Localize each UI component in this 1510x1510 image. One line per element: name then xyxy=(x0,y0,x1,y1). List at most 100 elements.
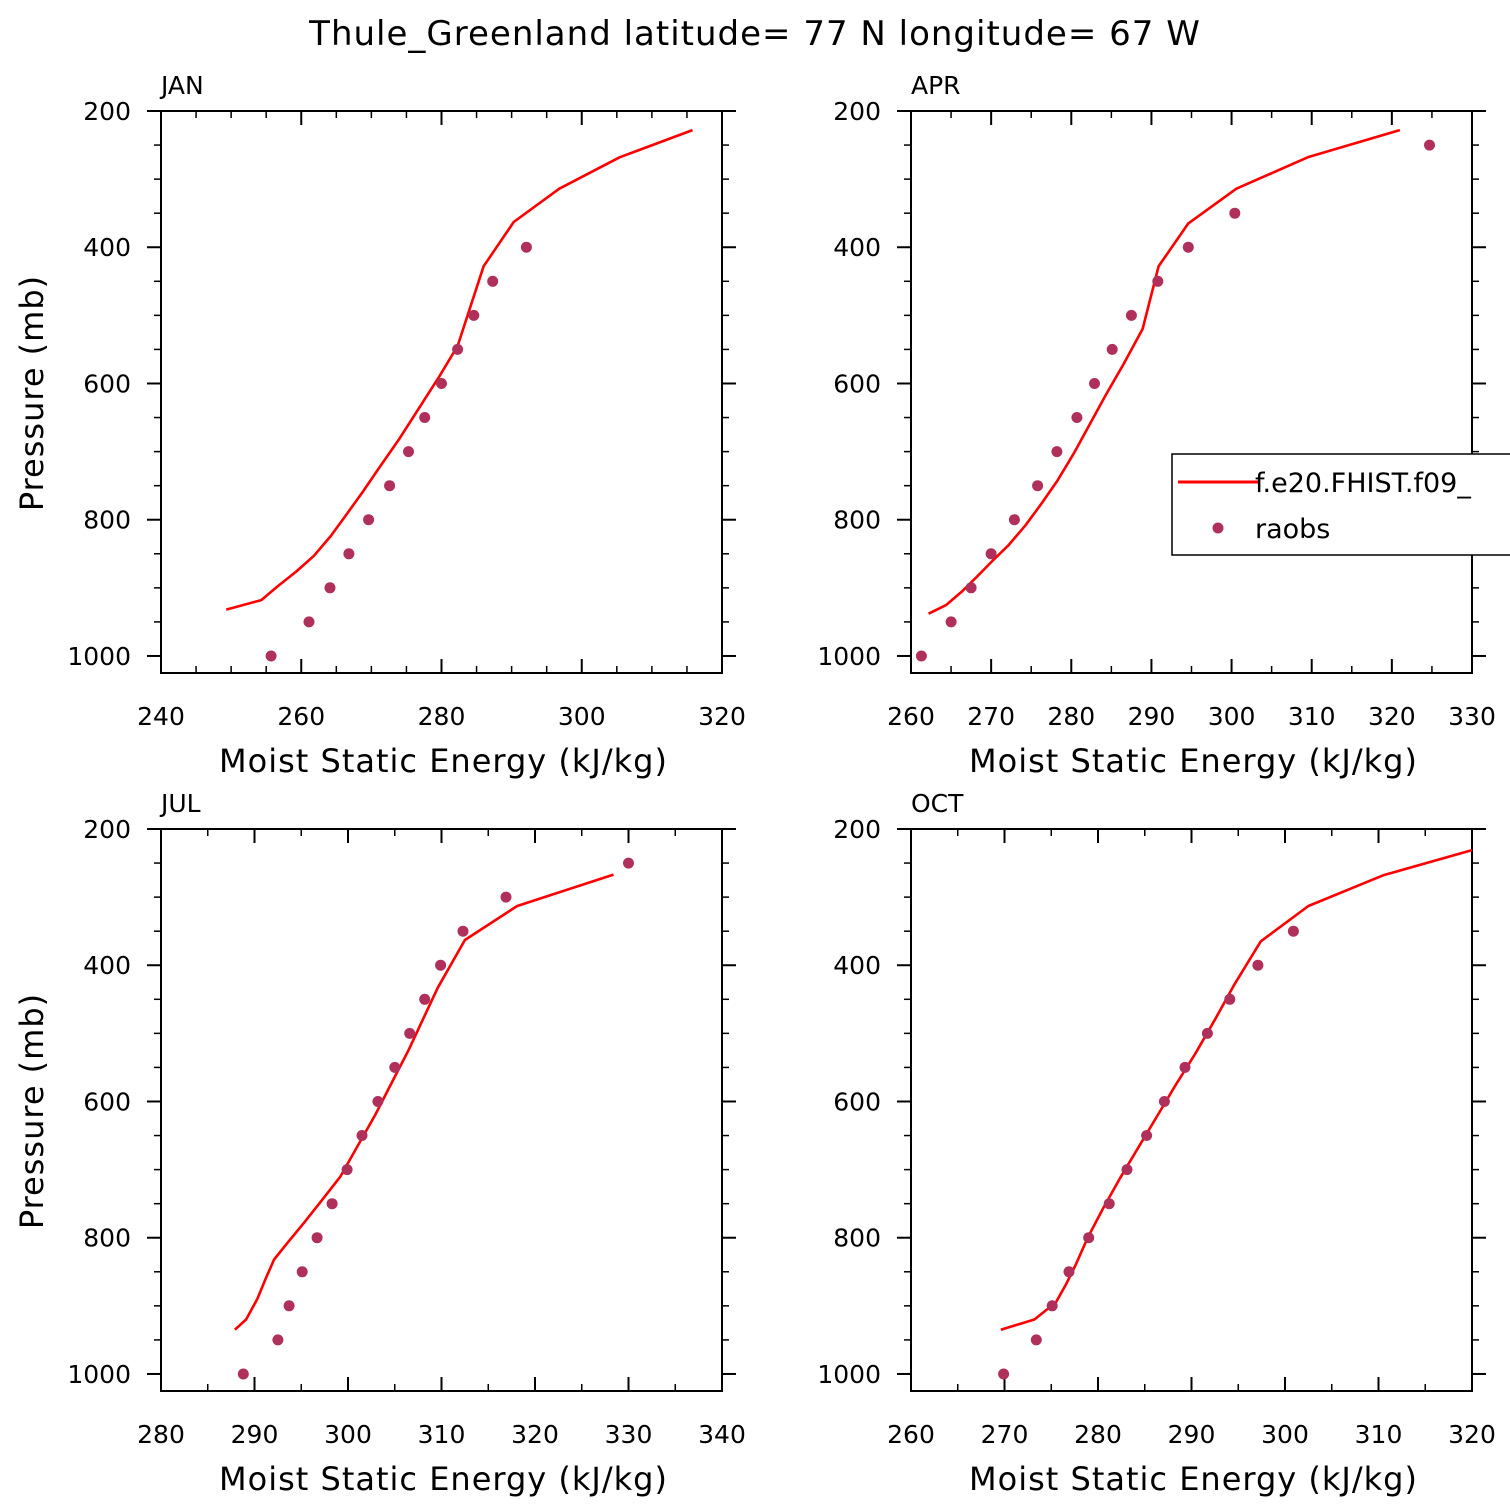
main-title: Thule_Greenland latitude= 77 N longitude… xyxy=(308,14,1201,54)
x-tick-label: 320 xyxy=(698,702,746,731)
x-tick-label: 240 xyxy=(137,702,185,731)
x-tick-label: 280 xyxy=(418,702,466,731)
model-profile-line xyxy=(928,128,1401,615)
panel-title: JAN xyxy=(159,71,204,100)
x-tick-label: 260 xyxy=(887,1420,935,1449)
model-profile-line xyxy=(225,128,693,611)
raobs-point xyxy=(435,959,447,971)
panel-title: JUL xyxy=(159,789,201,818)
raobs-point xyxy=(326,1198,338,1210)
raobs-point xyxy=(457,925,469,937)
y-tick-label: 1000 xyxy=(817,1360,881,1389)
raobs-point xyxy=(1008,514,1020,526)
y-tick-label: 600 xyxy=(83,369,131,398)
x-axis-title: Moist Static Energy (kJ/kg) xyxy=(219,1460,668,1498)
raobs-point xyxy=(283,1300,295,1312)
raobs-point xyxy=(1158,1096,1170,1107)
raobs-point xyxy=(1287,925,1299,937)
y-tick-label: 1000 xyxy=(67,642,131,671)
y-tick-label: 1000 xyxy=(67,1360,131,1389)
raobs-point xyxy=(1103,1198,1115,1210)
plot-frame xyxy=(160,110,723,674)
x-tick-label: 280 xyxy=(137,1420,185,1449)
panel-title: APR xyxy=(911,71,961,100)
model-profile-line xyxy=(1000,848,1473,1331)
raobs-point xyxy=(1071,412,1083,423)
plot-frame xyxy=(910,828,1473,1392)
panel-oct: 260 270 280 290 300 310 320 200 400 600 800 1000 OCT… xyxy=(817,789,1495,1498)
raobs-point xyxy=(419,993,431,1005)
raobs-point xyxy=(1179,1061,1191,1073)
raobs-point xyxy=(1030,1334,1042,1346)
x-axis-title: Moist Static Energy (kJ/kg) xyxy=(969,1460,1418,1498)
x-axis-title: Moist Static Energy (kJ/kg) xyxy=(969,742,1418,780)
raobs-point xyxy=(1224,993,1236,1005)
raobs-point xyxy=(1125,309,1137,321)
y-axis-title: Pressure (mb) xyxy=(13,275,51,511)
raobs-point xyxy=(1051,446,1063,458)
raobs-point xyxy=(237,1368,249,1380)
plot-frame xyxy=(910,110,1473,674)
raobs-point xyxy=(341,1164,353,1176)
raobs-point xyxy=(403,446,414,458)
raobs-point xyxy=(1201,1027,1213,1039)
raobs-point xyxy=(1063,1266,1075,1278)
x-tick-label: 290 xyxy=(231,1420,279,1449)
raobs-point xyxy=(468,309,480,321)
raobs-point xyxy=(296,1266,308,1278)
raobs-point xyxy=(1141,1130,1153,1141)
raobs-point xyxy=(372,1096,384,1107)
raobs-point xyxy=(1083,1232,1095,1244)
raobs-point xyxy=(324,582,336,594)
legend-dot-swatch xyxy=(1212,522,1224,534)
raobs-point xyxy=(1121,1164,1133,1176)
y-tick-label: 600 xyxy=(83,1087,131,1116)
raobs-point xyxy=(1229,207,1241,219)
x-axis-title: Moist Static Energy (kJ/kg) xyxy=(219,742,668,780)
y-tick-label: 600 xyxy=(833,1087,881,1116)
x-tick-label: 310 xyxy=(1288,702,1336,731)
model-profile-line xyxy=(234,873,614,1331)
raobs-point xyxy=(452,343,464,355)
raobs-point xyxy=(1182,241,1194,253)
raobs-point xyxy=(623,857,634,869)
raobs-point xyxy=(363,514,375,526)
raobs-point xyxy=(384,480,396,492)
y-tick-label: 400 xyxy=(83,233,131,262)
y-tick-label: 200 xyxy=(833,815,881,844)
panel-jan: 240 260 280 300 320 200 400 600 800 1000 JAN Moist … xyxy=(13,71,746,780)
raobs-point xyxy=(419,412,431,423)
x-tick-label: 260 xyxy=(887,702,935,731)
y-tick-label: 600 xyxy=(833,369,881,398)
raobs-point xyxy=(265,650,277,662)
raobs-point xyxy=(965,582,977,594)
x-tick-label: 280 xyxy=(1074,1420,1122,1449)
raobs-point xyxy=(520,241,532,253)
x-tick-label: 280 xyxy=(1047,702,1095,731)
x-tick-label: 340 xyxy=(698,1420,746,1449)
raobs-point xyxy=(500,891,512,903)
raobs-point xyxy=(1424,139,1435,151)
x-tick-label: 260 xyxy=(277,702,325,731)
raobs-point xyxy=(487,275,499,287)
y-tick-label: 1000 xyxy=(817,642,881,671)
y-tick-label: 800 xyxy=(833,506,881,535)
raobs-point xyxy=(436,378,447,389)
x-tick-label: 310 xyxy=(1355,1420,1403,1449)
raobs-point xyxy=(915,650,927,662)
y-tick-label: 200 xyxy=(83,815,131,844)
raobs-point xyxy=(1046,1300,1058,1312)
raobs-point xyxy=(311,1232,323,1244)
y-tick-label: 400 xyxy=(83,951,131,980)
x-tick-label: 290 xyxy=(1168,1420,1216,1449)
x-tick-label: 320 xyxy=(1368,702,1416,731)
panel-apr: 260 270 280 290 300 310 320 330 200 400 600 800 1000… xyxy=(817,71,1495,780)
x-tick-label: 320 xyxy=(511,1420,559,1449)
x-tick-label: 330 xyxy=(605,1420,653,1449)
x-tick-label: 330 xyxy=(1448,702,1496,731)
plot-frame xyxy=(160,828,723,1392)
raobs-point xyxy=(985,548,997,560)
raobs-point xyxy=(389,1061,401,1073)
x-tick-label: 300 xyxy=(1261,1420,1309,1449)
